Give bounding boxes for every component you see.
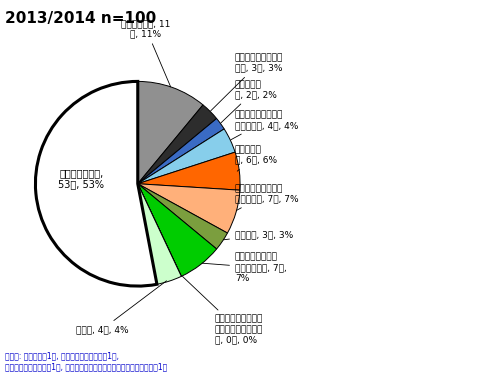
Text: 2013/2014 n=100: 2013/2014 n=100 xyxy=(5,11,156,26)
Wedge shape xyxy=(138,184,182,284)
Text: その他, 4件, 4%: その他, 4件, 4% xyxy=(76,281,166,334)
Wedge shape xyxy=(35,81,157,286)
Wedge shape xyxy=(138,129,235,184)
Text: イナビル, 3件, 3%: イナビル, 3件, 3% xyxy=(223,230,293,240)
Text: タミフル＋アセトア
ミノフェン, 7件, 7%: タミフル＋アセトア ミノフェン, 7件, 7% xyxy=(235,184,299,210)
Text: タミフル＋イナビル
＋アセトアミノフェ
ン, 0件, 0%: タミフル＋イナビル ＋アセトアミノフェ ン, 0件, 0% xyxy=(183,276,263,345)
Text: タミフルの
み, 6件, 6%: タミフルの み, 6件, 6% xyxy=(235,146,277,171)
Wedge shape xyxy=(138,184,182,276)
Wedge shape xyxy=(138,118,224,184)
Wedge shape xyxy=(138,184,216,276)
Wedge shape xyxy=(138,184,227,249)
Wedge shape xyxy=(138,184,240,233)
Text: その他: ラピアクタ1件, タミフル＋ラピアクタ1件,
リレンザ＋ラピアクタ1件, タミフル＋アセトアミノフェン＋ラピアクタ1件: その他: ラピアクタ1件, タミフル＋ラピアクタ1件, リレンザ＋ラピアクタ1件… xyxy=(5,352,167,371)
Text: 全て服用なし, 11
件, 11%: 全て服用なし, 11 件, 11% xyxy=(121,19,171,87)
Text: リレンザ＋アセトア
ミノフェン, 4件, 4%: リレンザ＋アセトア ミノフェン, 4件, 4% xyxy=(231,111,298,140)
Text: いずれかが不明,
53件, 53%: いずれかが不明, 53件, 53% xyxy=(59,168,104,189)
Wedge shape xyxy=(138,105,216,184)
Text: イナビル＋アセト
アミノフェン, 7件,
7%: イナビル＋アセト アミノフェン, 7件, 7% xyxy=(202,253,287,283)
Wedge shape xyxy=(138,152,240,190)
Text: アセトアミノフェン
のみ, 3件, 3%: アセトアミノフェン のみ, 3件, 3% xyxy=(211,53,283,111)
Wedge shape xyxy=(138,81,203,184)
Text: リレンザの
み, 2件, 2%: リレンザの み, 2件, 2% xyxy=(221,80,277,123)
